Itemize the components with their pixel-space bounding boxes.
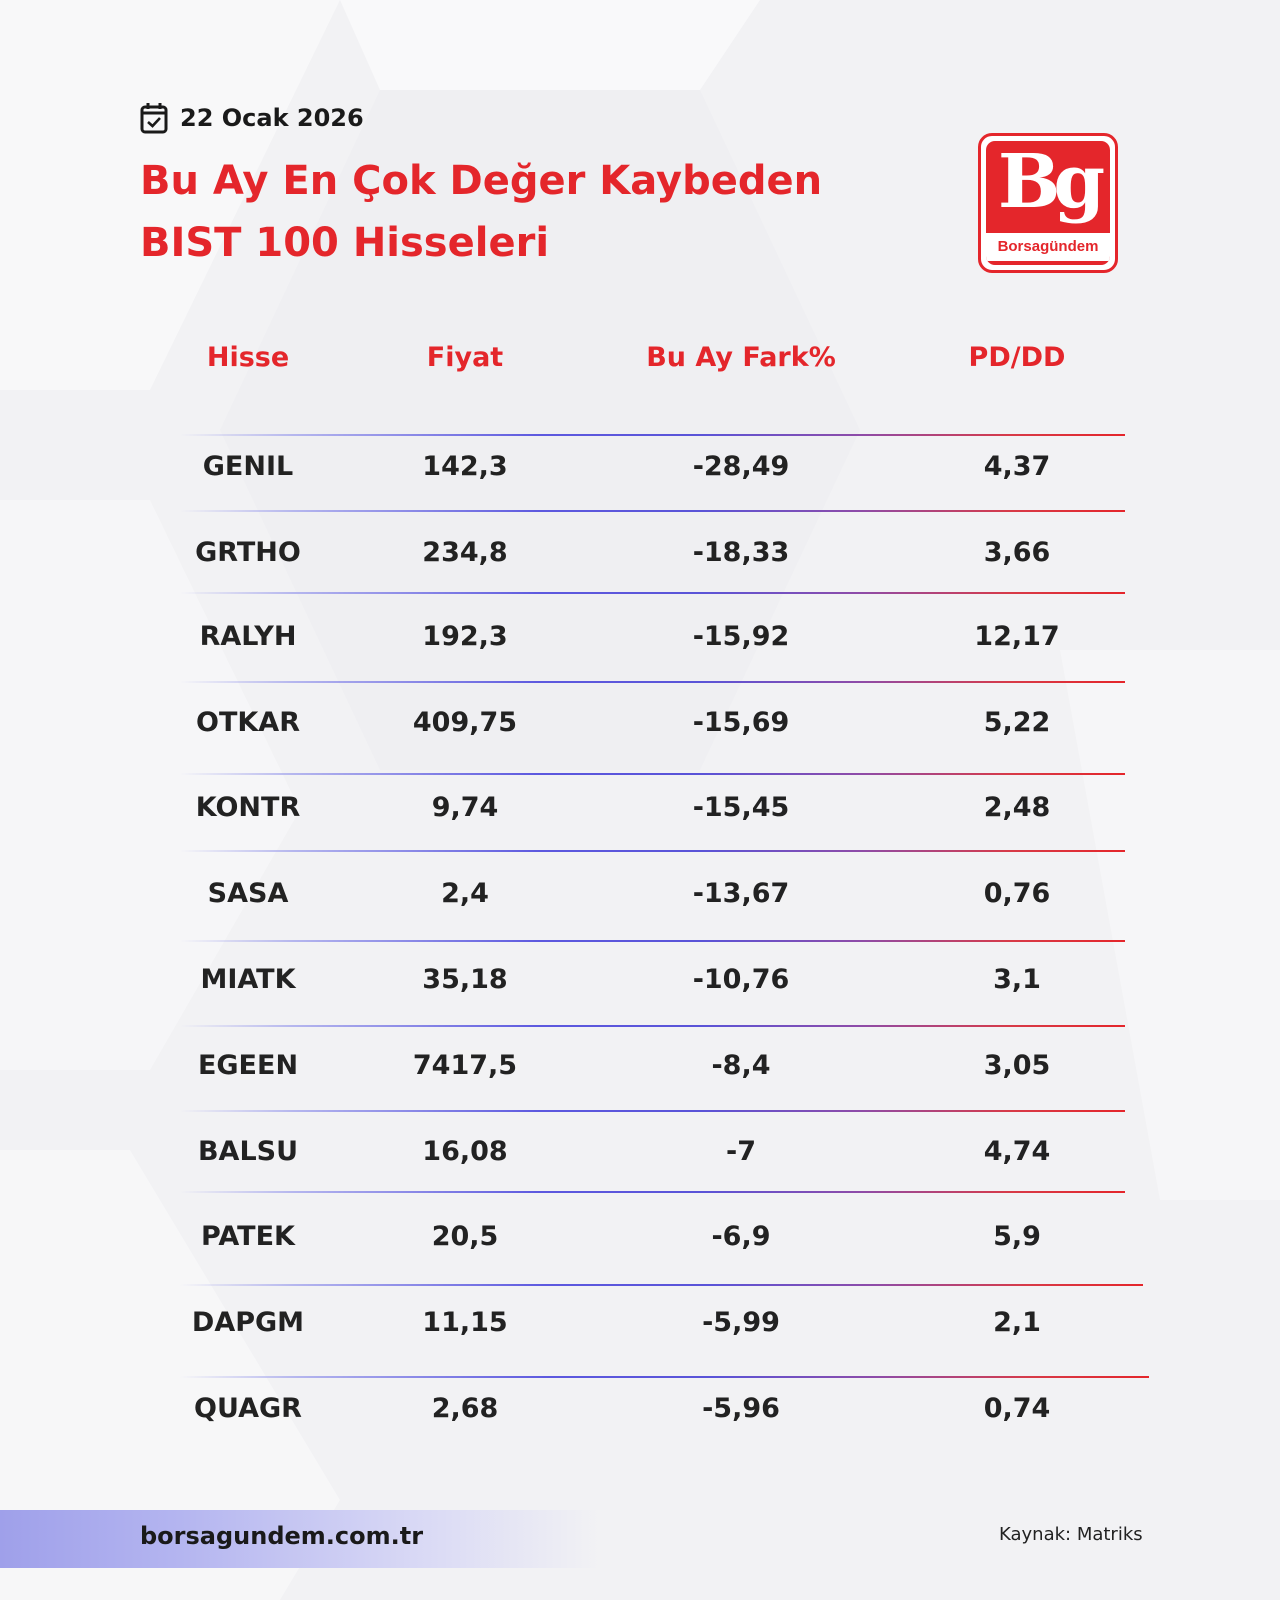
table-cell-fark: -6,9 — [711, 1221, 771, 1252]
row-separator — [180, 1025, 1125, 1027]
source-label: Kaynak: Matriks — [999, 1524, 1143, 1545]
table-cell-pd-dd: 5,9 — [993, 1221, 1041, 1252]
row-separator — [180, 1191, 1125, 1193]
column-header-bu-ay-fark: Bu Ay Fark% — [646, 342, 836, 373]
column-header-pd-dd: PD/DD — [968, 342, 1066, 373]
table-cell-fiyat: 35,18 — [422, 964, 508, 995]
table-cell-hisse: DAPGM — [191, 1307, 305, 1338]
table-cell-hisse: PATEK — [201, 1221, 295, 1252]
table-cell-pd-dd: 0,74 — [983, 1393, 1051, 1424]
table-cell-pd-dd: 3,1 — [993, 964, 1041, 995]
table-cell-fark: -8,4 — [711, 1050, 771, 1081]
table-cell-pd-dd: 3,05 — [983, 1050, 1051, 1081]
table-cell-hisse: KONTR — [195, 792, 301, 823]
table-cell-hisse: MIATK — [200, 964, 296, 995]
logo-red-panel: Bg Borsagündem — [986, 141, 1110, 265]
table-cell-fark: -15,69 — [692, 707, 790, 738]
table-cell-fiyat: 409,75 — [412, 707, 518, 738]
table-cell-hisse: GENIL — [202, 451, 294, 482]
table-cell-fark: -10,76 — [692, 964, 790, 995]
table-cell-fark: -15,92 — [692, 621, 790, 652]
footer-bar — [0, 1510, 600, 1568]
footer-website: borsagundem.com.tr — [140, 1522, 424, 1550]
table-cell-hisse: QUAGR — [194, 1393, 302, 1424]
table-cell-fiyat: 16,08 — [422, 1136, 508, 1167]
table-cell-pd-dd: 4,74 — [983, 1136, 1051, 1167]
table-cell-pd-dd: 5,22 — [983, 707, 1051, 738]
table-cell-hisse: OTKAR — [196, 707, 300, 738]
table-cell-fiyat: 2,4 — [441, 878, 489, 909]
row-separator — [180, 592, 1125, 594]
table-cell-fiyat: 142,3 — [422, 451, 508, 482]
row-separator — [180, 1284, 1143, 1286]
table-cell-hisse: GRTHO — [195, 537, 301, 568]
logo-letters: Bg — [997, 141, 1105, 225]
column-header-hisse: Hisse — [206, 342, 290, 373]
row-separator — [180, 510, 1125, 512]
table-cell-pd-dd: 4,37 — [983, 451, 1051, 482]
title-line-1: Bu Ay En Çok Değer Kaybeden — [140, 158, 823, 204]
table-cell-fark: -28,49 — [692, 451, 790, 482]
date-row: 22 Ocak 2026 — [140, 100, 364, 136]
date-label: 22 Ocak 2026 — [180, 104, 364, 132]
row-separator — [180, 434, 1125, 436]
column-header-fiyat: Fiyat — [426, 342, 504, 373]
table-cell-pd-dd: 12,17 — [974, 621, 1060, 652]
table-cell-pd-dd: 0,76 — [983, 878, 1051, 909]
row-separator — [180, 1110, 1125, 1112]
table-cell-hisse: SASA — [207, 878, 289, 909]
row-separator — [180, 940, 1125, 942]
title-line-2: BIST 100 Hisseleri — [140, 220, 550, 266]
row-separator — [180, 681, 1125, 683]
table-cell-fark: -7 — [726, 1136, 756, 1167]
row-separator — [180, 1376, 1149, 1378]
table-cell-fiyat: 234,8 — [422, 537, 508, 568]
table-cell-fark: -18,33 — [692, 537, 790, 568]
brand-logo: Bg Borsagündem — [978, 133, 1118, 273]
table-cell-fark: -5,99 — [702, 1307, 780, 1338]
table-cell-fiyat: 2,68 — [431, 1393, 499, 1424]
table-cell-pd-dd: 3,66 — [983, 537, 1051, 568]
table-cell-fark: -5,96 — [702, 1393, 780, 1424]
table-cell-pd-dd: 2,1 — [993, 1307, 1041, 1338]
table-cell-fiyat: 20,5 — [431, 1221, 499, 1252]
row-separator — [180, 773, 1125, 775]
calendar-icon — [140, 103, 168, 134]
page-title: Bu Ay En Çok Değer Kaybeden BIST 100 His… — [140, 150, 920, 274]
table-cell-pd-dd: 2,48 — [983, 792, 1051, 823]
table-cell-hisse: BALSU — [197, 1136, 299, 1167]
table-cell-fiyat: 11,15 — [422, 1307, 508, 1338]
table-cell-fiyat: 7417,5 — [412, 1050, 518, 1081]
table-cell-fiyat: 9,74 — [431, 792, 499, 823]
table-cell-hisse: EGEEN — [197, 1050, 299, 1081]
table-cell-fiyat: 192,3 — [422, 621, 508, 652]
table-cell-fark: -15,45 — [692, 792, 790, 823]
table-cell-fark: -13,67 — [692, 878, 790, 909]
row-separator — [180, 850, 1125, 852]
table-cell-hisse: RALYH — [199, 621, 297, 652]
logo-wordmark: Borsagündem — [986, 233, 1110, 261]
